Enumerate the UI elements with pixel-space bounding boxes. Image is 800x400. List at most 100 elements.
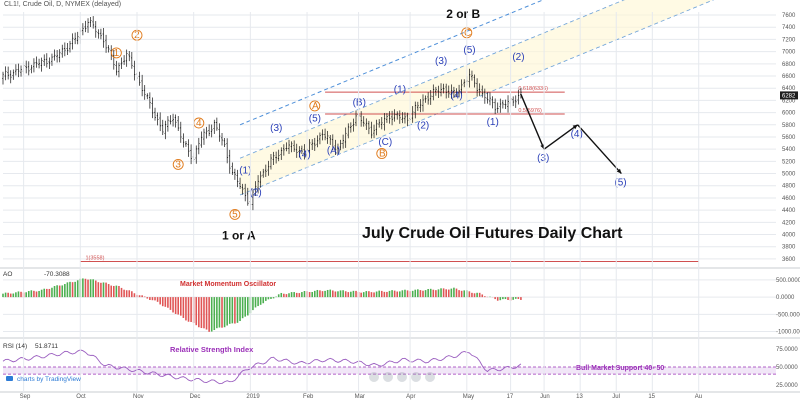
wave-label-blue: (2) (512, 52, 524, 63)
x-tick-label: Mar (355, 394, 365, 400)
y-tick-label: 6600 (782, 74, 796, 80)
wave-label-orange: B (379, 148, 386, 159)
x-tick-label: Nov (133, 394, 144, 400)
ao-tick-label: -1000.0000 (776, 330, 800, 336)
ao-tick-label: 500.0000 (776, 278, 800, 284)
x-tick-label: 2019 (246, 394, 260, 400)
x-tick-label: Feb (303, 394, 314, 400)
y-tick-label: 3800 (782, 245, 796, 251)
wave-label-blue: (1) (394, 84, 406, 95)
x-tick-label: Dec (190, 394, 201, 400)
rsi-tick-label: 25.0000 (776, 383, 798, 389)
x-tick-label: 13 (576, 394, 583, 400)
x-tick-label: 17 (507, 394, 514, 400)
projection-arrow (543, 124, 579, 150)
scroll-left-icon[interactable] (411, 372, 421, 382)
projection-arrowhead (616, 168, 622, 174)
y-tick-label: 3600 (782, 257, 796, 263)
y-tick-label: 6400 (782, 86, 796, 92)
wave-label-orange: 4 (196, 118, 202, 129)
wave-label-blue: (2) (250, 188, 262, 199)
wave-label-orange: 1 (114, 48, 120, 59)
x-axis: Sep Oct Nov Dec 2019 Feb Mar Apr May 17 Jun 13 Jul 15… (20, 12, 702, 400)
wave-label-circle (229, 208, 241, 220)
x-tick-label: Apr (406, 394, 415, 400)
x-tick-label: Au (695, 394, 702, 400)
rsi-panel: 75.0000 50.0000 25.0000 (0, 347, 800, 393)
tradingview-brand: charts by TradingView (17, 376, 81, 383)
tradingview-logo-icon (6, 376, 13, 381)
y-tick-label: 6000 (782, 111, 796, 117)
wave-label-blue: (3) (270, 123, 282, 134)
ao-value: -70.3088 (44, 271, 70, 278)
y-tick-label: 7200 (782, 37, 796, 43)
wave-label-blue: (5) (463, 45, 475, 56)
y-tick-label: 5800 (782, 123, 796, 129)
y-tick-label: 7600 (782, 13, 796, 19)
ao-tick-label: 0.0000 (776, 295, 795, 301)
tradingview-badge[interactable]: charts by TradingView (6, 376, 81, 383)
channel-line (239, 0, 715, 196)
rsi-support-band (3, 367, 776, 375)
projection-wave-label: (3) (537, 153, 549, 164)
fib-level-label: 1(3558) (85, 255, 104, 261)
y-tick-label: 5000 (782, 172, 796, 178)
y-tick-label: 6200 (782, 98, 796, 104)
wave-label-blue: (A) (327, 145, 340, 156)
wave-label-circle (376, 148, 388, 159)
rsi-support-label: Bull Market Support 40- 50 (576, 365, 664, 372)
reset-icon[interactable] (397, 372, 407, 382)
wave-label-blue: (4) (450, 91, 462, 102)
x-tick-label: May (463, 394, 474, 400)
projection-arrowhead (540, 144, 545, 150)
wave-label-blue: (2) (417, 120, 429, 131)
wave-label-blue: (C) (378, 137, 392, 148)
x-tick-label: Sep (20, 394, 31, 400)
wave-label-circle (172, 159, 184, 170)
rsi-tick-label: 75.0000 (776, 347, 798, 353)
projection-arrowhead (572, 124, 578, 130)
y-tick-label: 4800 (782, 184, 796, 190)
x-tick-label: Jul (612, 394, 620, 400)
projection-wave-label: (5) (614, 178, 626, 189)
ao-tick-label: -500.0000 (776, 312, 800, 318)
chart-header-title: CL1!, Crude Oil, D, NYMEX (delayed) (4, 1, 121, 8)
zoom-out-icon[interactable] (369, 372, 379, 382)
wave-label-blue: (1) (487, 117, 499, 128)
y-tick-label: 4000 (782, 233, 796, 239)
channel-fill (240, 0, 713, 195)
projection-arrow (577, 124, 622, 175)
projection-arrow (520, 94, 545, 150)
channel-line (239, 0, 545, 126)
y-tick-label: 5600 (782, 135, 796, 141)
wave-label-blue: (3) (435, 56, 447, 67)
x-tick-label: 15 (648, 394, 655, 400)
last-price-badge (780, 91, 798, 100)
chart-navigation[interactable] (369, 372, 435, 382)
y-tick-label: 7400 (782, 25, 796, 31)
x-tick-label: Jun (540, 394, 550, 400)
zoom-in-icon[interactable] (383, 372, 393, 382)
y-tick-label: 6800 (782, 62, 796, 68)
scroll-right-icon[interactable] (425, 372, 435, 382)
wave-label-circle (110, 47, 122, 59)
wave-label-orange: 3 (175, 159, 181, 170)
wave-label-main: 1 or A (222, 228, 256, 242)
ao-indicator-label: AO (3, 271, 12, 278)
wave-label-orange: 5 (232, 209, 238, 220)
rsi-line (2, 349, 522, 385)
fib-level-label: 0.618(6336) (518, 86, 548, 92)
y-tick-label: 5200 (782, 159, 796, 165)
y-tick-label: 5400 (782, 147, 796, 153)
ao-subtitle: Market Momentum Oscillator (180, 281, 276, 288)
y-tick-label: 4200 (782, 220, 796, 226)
wave-label-blue: (B) (353, 97, 366, 108)
rsi-subtitle: Relative Strength Index (170, 345, 254, 354)
fib-level-label: 0.5(5976) (518, 108, 542, 114)
ao-panel: 500.0000 0.0000 -500.0000 -1000.0000 (0, 278, 800, 339)
y-tick-label: 4400 (782, 208, 796, 214)
rsi-value: 51.8711 (35, 343, 58, 350)
rsi-tick-label: 50.0000 (776, 365, 798, 371)
last-price-value: 6282 (782, 93, 796, 99)
